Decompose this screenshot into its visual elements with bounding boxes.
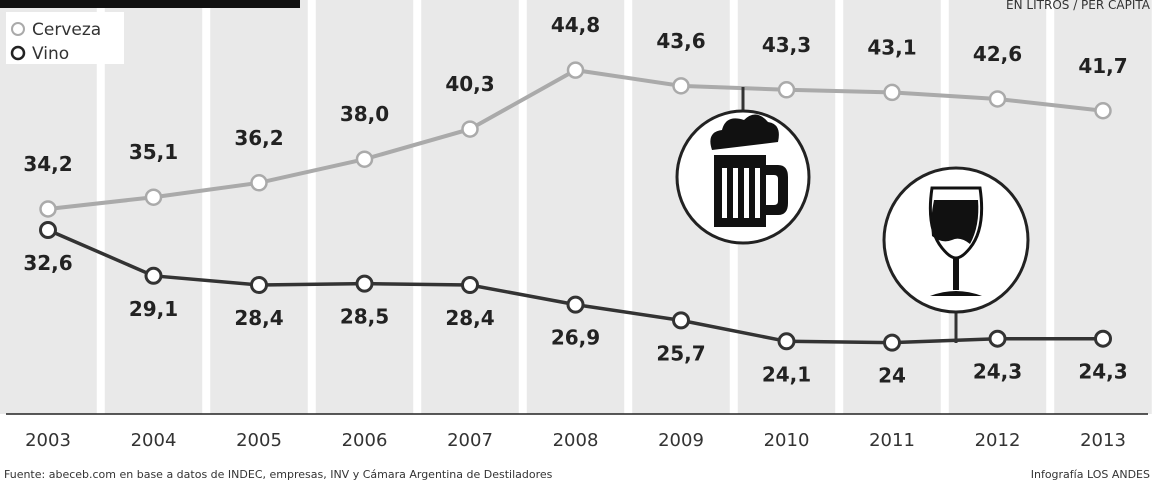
data-point-vino (777, 332, 796, 351)
x-tick-label: 2004 (131, 430, 177, 451)
units-note: EN LITROS / PER CAPITA (1006, 0, 1151, 12)
x-tick-label: 2005 (236, 430, 282, 451)
x-tick-label: 2007 (447, 430, 493, 451)
data-point-cerveza (777, 81, 796, 99)
legend: Cerveza Vino (6, 12, 124, 64)
legend-label-vino: Vino (32, 44, 69, 64)
column-band (104, 0, 203, 414)
data-point-cerveza (355, 150, 374, 168)
data-label-cerveza: 34,2 (23, 152, 72, 176)
legend-marker-vino (10, 45, 26, 61)
data-point-cerveza (144, 188, 163, 206)
data-label-cerveza: 40,3 (445, 72, 494, 96)
data-label-cerveza: 43,6 (656, 29, 705, 53)
data-point-vino (883, 333, 901, 352)
data-label-vino: 28,4 (234, 306, 283, 330)
data-label-vino: 24,3 (973, 360, 1022, 384)
data-point-cerveza (1094, 102, 1112, 120)
data-label-vino: 24,1 (762, 362, 811, 386)
x-tick-label: 2003 (25, 430, 71, 451)
data-point-vino (988, 329, 1007, 348)
x-tick-label: 2013 (1080, 430, 1126, 451)
legend-marker-cerveza (11, 22, 25, 36)
column-band (210, 0, 308, 414)
column-band (315, 0, 414, 414)
data-point-cerveza (988, 90, 1007, 108)
data-label-cerveza: 42,6 (973, 42, 1022, 66)
x-tick-label: 2011 (869, 430, 915, 451)
x-tick-label: 2008 (553, 430, 599, 451)
x-tick-label: 2006 (342, 430, 388, 451)
data-point-vino (566, 295, 585, 314)
wine-glass-icon (882, 166, 1030, 343)
data-label-vino: 24,3 (1078, 360, 1127, 384)
data-label-vino: 26,9 (551, 326, 600, 350)
data-point-cerveza (883, 83, 901, 102)
credit-note: Infografía LOS ANDES (1030, 468, 1150, 481)
data-point-vino (355, 274, 374, 293)
data-label-vino: 32,6 (23, 251, 72, 275)
x-tick-label: 2010 (764, 430, 810, 451)
data-label-cerveza: 43,3 (762, 33, 811, 57)
data-label-vino: 25,7 (656, 341, 705, 365)
data-point-cerveza (566, 61, 585, 79)
data-label-cerveza: 38,0 (340, 102, 389, 126)
legend-label-cerveza: Cerveza (32, 20, 101, 40)
beer-mug-icon (675, 87, 811, 245)
data-point-vino (461, 275, 479, 294)
data-point-cerveza (250, 174, 268, 192)
data-point-vino (39, 220, 57, 239)
data-point-cerveza (39, 200, 57, 218)
source-note: Fuente: abeceb.com en base a datos de IN… (4, 468, 553, 481)
data-label-cerveza: 44,8 (551, 13, 600, 37)
data-point-vino (250, 275, 268, 294)
data-label-vino: 29,1 (129, 297, 178, 321)
x-tick-label: 2012 (975, 430, 1021, 451)
data-label-cerveza: 43,1 (867, 35, 916, 59)
title-bar (0, 0, 300, 8)
data-label-cerveza: 36,2 (234, 126, 283, 150)
data-point-cerveza (461, 120, 479, 138)
data-label-vino: 24 (878, 364, 906, 388)
data-point-cerveza (672, 77, 690, 95)
x-tick-label: 2009 (658, 430, 704, 451)
data-point-vino (144, 266, 163, 285)
data-point-vino (1094, 329, 1112, 348)
column-band (421, 0, 519, 414)
data-label-cerveza: 41,7 (1078, 54, 1127, 78)
data-label-vino: 28,5 (340, 305, 389, 329)
data-point-vino (672, 311, 690, 330)
data-label-cerveza: 35,1 (129, 140, 178, 164)
data-label-vino: 28,4 (445, 306, 494, 330)
